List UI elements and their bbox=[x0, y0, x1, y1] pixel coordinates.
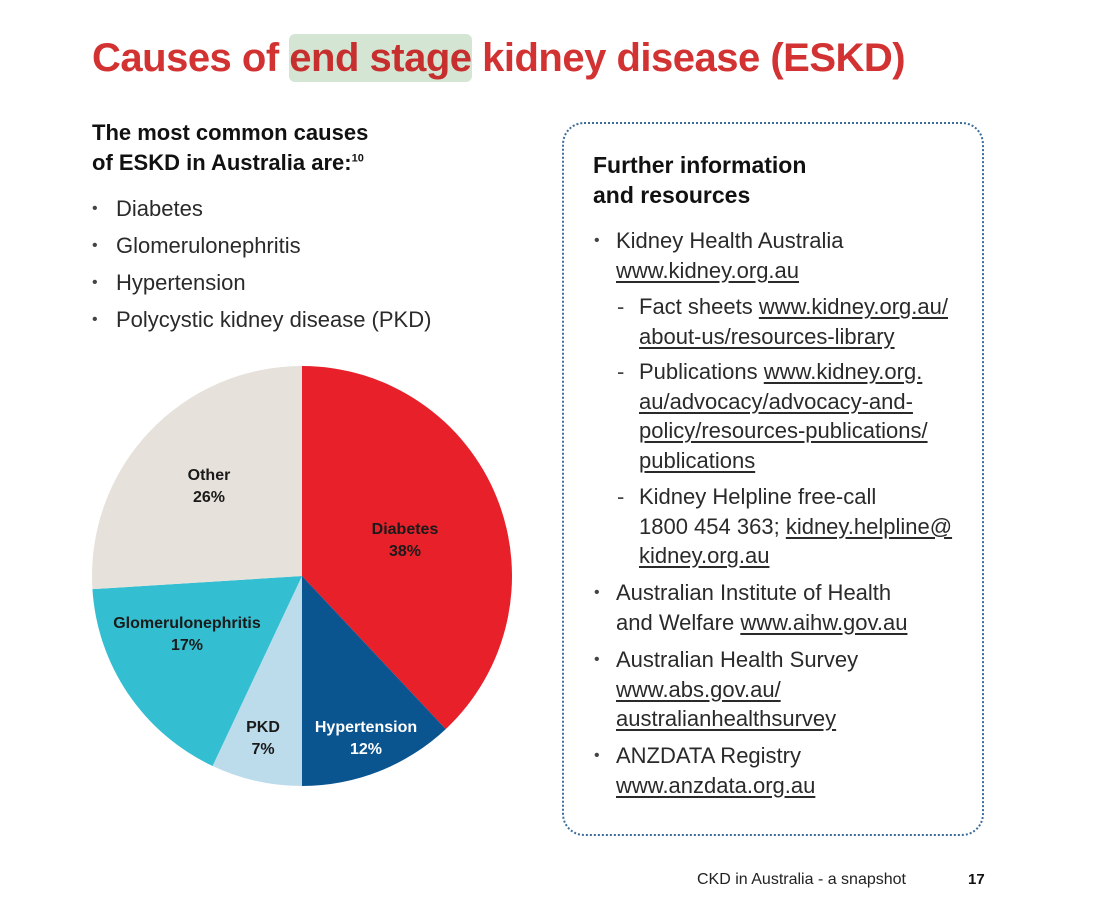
dash: - bbox=[617, 359, 625, 384]
pie-label-value: 38% bbox=[389, 543, 421, 560]
pie-slice-glomerulonephritis bbox=[92, 576, 302, 767]
resource-name: Kidney Health Australia bbox=[616, 228, 844, 253]
causes-heading: The most common causes of ESKD in Austra… bbox=[92, 118, 422, 178]
resource-item-ahs: • Australian Health Survey www.abs.gov.a… bbox=[594, 645, 859, 734]
resource-subitem-helpline: - Kidney Helpline free-call 1800 454 363… bbox=[617, 482, 953, 571]
resource-label: Publications bbox=[639, 359, 758, 384]
list-item: Hypertension bbox=[92, 264, 431, 301]
publications-link-part3[interactable]: policy/resources-publications/ bbox=[639, 418, 928, 443]
bullet: • bbox=[594, 232, 600, 249]
title-text-after: kidney disease (ESKD) bbox=[471, 36, 906, 80]
bullet: • bbox=[594, 584, 600, 601]
kha-link[interactable]: www.kidney.org.au bbox=[616, 257, 800, 283]
pie-chart: Diabetes 38% Hypertension 12% PKD 7% Glomerulo… bbox=[91, 366, 513, 786]
resource-item-aihw: • Australian Institute of Health and Wel… bbox=[594, 578, 908, 637]
helpline-email-part2[interactable]: kidney.org.au bbox=[639, 543, 770, 568]
list-item: Diabetes bbox=[92, 190, 431, 227]
resources-heading: Further information and resources bbox=[593, 150, 923, 210]
page-title: Causes of end stage kidney disease (ESKD… bbox=[92, 34, 906, 82]
citation-superscript: 10 bbox=[351, 152, 364, 165]
resource-name-line1: Australian Institute of Health bbox=[616, 580, 892, 605]
pie-label-name: PKD bbox=[246, 719, 280, 736]
pie-slice-other bbox=[91, 366, 302, 590]
resource-subitem-publications: - Publications www.kidney.org. au/advoca… bbox=[617, 357, 928, 475]
fact-sheets-link-part2[interactable]: about-us/resources-library bbox=[639, 323, 895, 349]
fact-sheets-link-part1[interactable]: www.kidney.org.au/ bbox=[758, 294, 948, 319]
pie-label-value: 7% bbox=[251, 741, 274, 758]
resource-name: ANZDATA Registry bbox=[616, 743, 801, 768]
pie-label-name: Other bbox=[188, 467, 231, 484]
pie-slice-pkd bbox=[212, 576, 302, 786]
resource-item-anzdata: • ANZDATA Registry www.anzdata.org.au bbox=[594, 741, 816, 800]
resource-label: Fact sheets bbox=[639, 294, 753, 319]
resources-box bbox=[562, 122, 984, 836]
resource-item-kha: • Kidney Health Australia www.kidney.org… bbox=[594, 226, 844, 285]
pie-slice-diabetes bbox=[302, 366, 513, 730]
resource-name: Australian Health Survey bbox=[616, 647, 859, 672]
list-item: Glomerulonephritis bbox=[92, 227, 431, 264]
pie-label-name: Glomerulonephritis bbox=[113, 615, 261, 632]
causes-heading-line1: The most common causes bbox=[92, 120, 369, 145]
helpline-phone: 1800 454 363; bbox=[639, 513, 780, 539]
causes-heading-line2: of ESKD in Australia are: bbox=[92, 150, 352, 175]
bullet: • bbox=[594, 747, 600, 764]
dash: - bbox=[617, 484, 625, 509]
page-number: 17 bbox=[968, 871, 985, 888]
dash: - bbox=[617, 294, 625, 319]
causes-list: Diabetes Glomerulonephritis Hypertension… bbox=[92, 190, 431, 338]
pie-label-value: 12% bbox=[350, 741, 382, 758]
publications-link-part1[interactable]: www.kidney.org. bbox=[763, 359, 923, 384]
title-highlight: end stage bbox=[289, 34, 472, 82]
footer-text: CKD in Australia - a snapshot bbox=[697, 871, 906, 888]
resources-heading-line1: Further information bbox=[593, 152, 807, 178]
pie-label-name: Hypertension bbox=[315, 719, 417, 736]
resources-heading-line2: and resources bbox=[593, 182, 751, 208]
helpline-email-part1[interactable]: kidney.helpline@ bbox=[785, 513, 953, 539]
list-item: Polycystic kidney disease (PKD) bbox=[92, 301, 431, 338]
pie-label-value: 26% bbox=[193, 489, 225, 506]
ahs-link-part1[interactable]: www.abs.gov.au/ bbox=[616, 676, 781, 702]
publications-link-part2[interactable]: au/advocacy/advocacy-and- bbox=[639, 388, 913, 414]
anzdata-link[interactable]: www.anzdata.org.au bbox=[616, 772, 816, 798]
bullet: • bbox=[594, 651, 600, 668]
resource-name-line2: and Welfare bbox=[616, 609, 735, 635]
pie-label-name: Diabetes bbox=[372, 521, 439, 538]
helpline-label: Kidney Helpline free-call bbox=[639, 484, 877, 509]
aihw-link[interactable]: www.aihw.gov.au bbox=[740, 609, 908, 635]
resource-subitem-fact-sheets: - Fact sheets www.kidney.org.au/ about-u… bbox=[617, 292, 948, 351]
ahs-link-part2[interactable]: australianhealthsurvey bbox=[616, 706, 837, 731]
title-text-before: Causes of bbox=[92, 36, 290, 80]
publications-link-part4[interactable]: publications bbox=[639, 447, 756, 473]
pie-slice-hypertension bbox=[302, 576, 446, 786]
pie-label-value: 17% bbox=[171, 637, 203, 654]
